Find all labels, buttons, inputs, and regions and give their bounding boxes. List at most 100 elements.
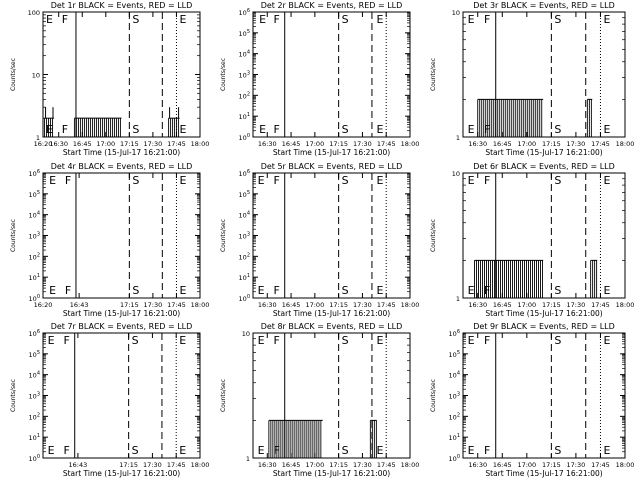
x-tick-label: 17:00 xyxy=(96,140,115,148)
panel-title: Det 9r BLACK = Events, RED = LLD xyxy=(473,322,615,331)
marker-e-bottom: E xyxy=(603,444,610,457)
x-tick-label: 16:20 xyxy=(34,301,53,309)
panel-title: Det 6r BLACK = Events, RED = LLD xyxy=(473,162,615,171)
x-tick-label: 18:00 xyxy=(616,461,635,469)
y-axis-label: Counts/sec xyxy=(10,379,17,412)
marker-e-top: E xyxy=(603,174,610,187)
y-tick-label: 105 xyxy=(449,350,460,359)
marker-s-top: S xyxy=(554,13,561,26)
y-tick-label: 106 xyxy=(239,169,250,178)
marker-e-bottom: E xyxy=(179,284,186,297)
x-tick-label: 17:45 xyxy=(167,461,186,469)
marker-s-bottom: S xyxy=(554,123,561,136)
y-tick-label: 102 xyxy=(239,252,250,261)
x-tick-label: 17:15 xyxy=(329,461,348,469)
y-tick-label: 10 xyxy=(32,72,40,80)
x-tick-label: 17:45 xyxy=(167,301,186,309)
y-tick-label: 10 xyxy=(452,170,460,178)
marker-s-top: S xyxy=(342,13,349,26)
marker-e-top: E xyxy=(49,174,56,187)
y-tick-label: 106 xyxy=(449,329,460,338)
event-burst xyxy=(586,98,593,137)
x-axis-label: Start Time (15-Jul-17 16:21:00) xyxy=(63,309,180,318)
y-tick-label: 1 xyxy=(36,134,40,142)
marker-f-top: F xyxy=(273,334,279,347)
y-tick-label: 105 xyxy=(29,190,40,199)
y-tick-label: 101 xyxy=(29,433,40,442)
x-tick-label: 16:45 xyxy=(493,140,512,148)
y-tick-label: 1 xyxy=(456,134,460,142)
marker-e-top: E xyxy=(179,13,186,26)
x-tick-label: 18:00 xyxy=(616,301,635,309)
y-tick-label: 103 xyxy=(239,232,250,241)
marker-e-bottom: E xyxy=(259,123,266,136)
y-tick-label: 1 xyxy=(456,295,460,303)
marker-e-bottom: E xyxy=(48,444,55,457)
x-tick-label: 16:30 xyxy=(258,140,277,148)
marker-e-top: E xyxy=(468,13,475,26)
event-burst xyxy=(474,259,544,298)
marker-s-top: S xyxy=(554,334,561,347)
x-tick-label: 17:15 xyxy=(542,461,561,469)
x-tick-label: 17:30 xyxy=(567,461,586,469)
x-tick-label: 17:30 xyxy=(567,140,586,148)
panel-det-4r: Det 4r BLACK = Events, RED = LLD Counts/s… xyxy=(10,162,209,318)
x-tick-label: 17:15 xyxy=(329,140,348,148)
marker-f-bottom: F xyxy=(273,123,279,136)
event-burst xyxy=(369,419,377,458)
x-tick-label: 16:45 xyxy=(282,140,301,148)
x-tick-label: 16:43 xyxy=(70,301,89,309)
event-burst xyxy=(590,259,598,298)
marker-e-top: E xyxy=(258,174,265,187)
x-tick-label: 16:45 xyxy=(73,140,92,148)
marker-e-top: E xyxy=(259,13,266,26)
plot-frame xyxy=(462,172,626,299)
x-tick-label: 17:00 xyxy=(517,140,536,148)
y-tick-label: 103 xyxy=(449,392,460,401)
marker-s-top: S xyxy=(132,174,139,187)
marker-e-top: E xyxy=(258,334,265,347)
y-tick-label: 102 xyxy=(449,412,460,421)
x-tick-label: 16:30 xyxy=(468,140,487,148)
marker-f-bottom: F xyxy=(63,444,69,457)
y-tick-label: 103 xyxy=(29,392,40,401)
y-tick-label: 102 xyxy=(239,91,250,100)
x-tick-label: 16:45 xyxy=(282,301,301,309)
y-axis-label: Counts/sec xyxy=(10,58,17,91)
x-axis-label: Start Time (15-Jul-17 16:21:00) xyxy=(485,309,602,318)
marker-f-top: F xyxy=(484,174,490,187)
marker-f-bottom: F xyxy=(484,284,490,297)
panel-det-3r: Det 3r BLACK = Events, RED = LLD Counts/s… xyxy=(430,1,634,157)
y-tick-label: 104 xyxy=(239,211,250,220)
x-tick-label: 18:00 xyxy=(401,461,420,469)
marker-e-top: E xyxy=(603,334,610,347)
x-tick-label: 17:30 xyxy=(567,301,586,309)
panel-title: Det 5r BLACK = Events, RED = LLD xyxy=(261,162,403,171)
marker-s-bottom: S xyxy=(342,284,349,297)
marker-e-bottom: E xyxy=(468,444,475,457)
x-tick-label: 17:30 xyxy=(353,461,372,469)
y-axis-label: Counts/sec xyxy=(430,58,437,91)
marker-e-bottom: E xyxy=(179,444,186,457)
marker-e-bottom: E xyxy=(377,284,384,297)
panel-det-6r: Det 6r BLACK = Events, RED = LLD Counts/s… xyxy=(430,162,634,318)
event-burst xyxy=(73,117,122,137)
marker-f-bottom: F xyxy=(273,284,279,297)
y-axis-label: Counts/sec xyxy=(220,379,227,412)
y-tick-label: 100 xyxy=(29,294,40,303)
panel-title: Det 8r BLACK = Events, RED = LLD xyxy=(261,322,403,331)
x-tick-label: 17:45 xyxy=(377,301,396,309)
x-axis-label: Start Time (15-Jul-17 16:21:00) xyxy=(63,469,180,478)
marker-f-bottom: F xyxy=(65,284,71,297)
x-tick-label: 17:15 xyxy=(329,301,348,309)
y-tick-label: 100 xyxy=(28,9,40,17)
x-tick-label: 18:00 xyxy=(191,140,210,148)
marker-s-bottom: S xyxy=(554,444,561,457)
x-tick-label: 17:45 xyxy=(377,461,396,469)
y-tick-label: 104 xyxy=(29,371,40,380)
x-tick-label: 18:00 xyxy=(401,301,420,309)
event-burst xyxy=(477,98,544,137)
y-tick-label: 10 xyxy=(242,330,250,338)
y-tick-label: 104 xyxy=(449,371,460,380)
x-tick-label: 16:45 xyxy=(493,301,512,309)
